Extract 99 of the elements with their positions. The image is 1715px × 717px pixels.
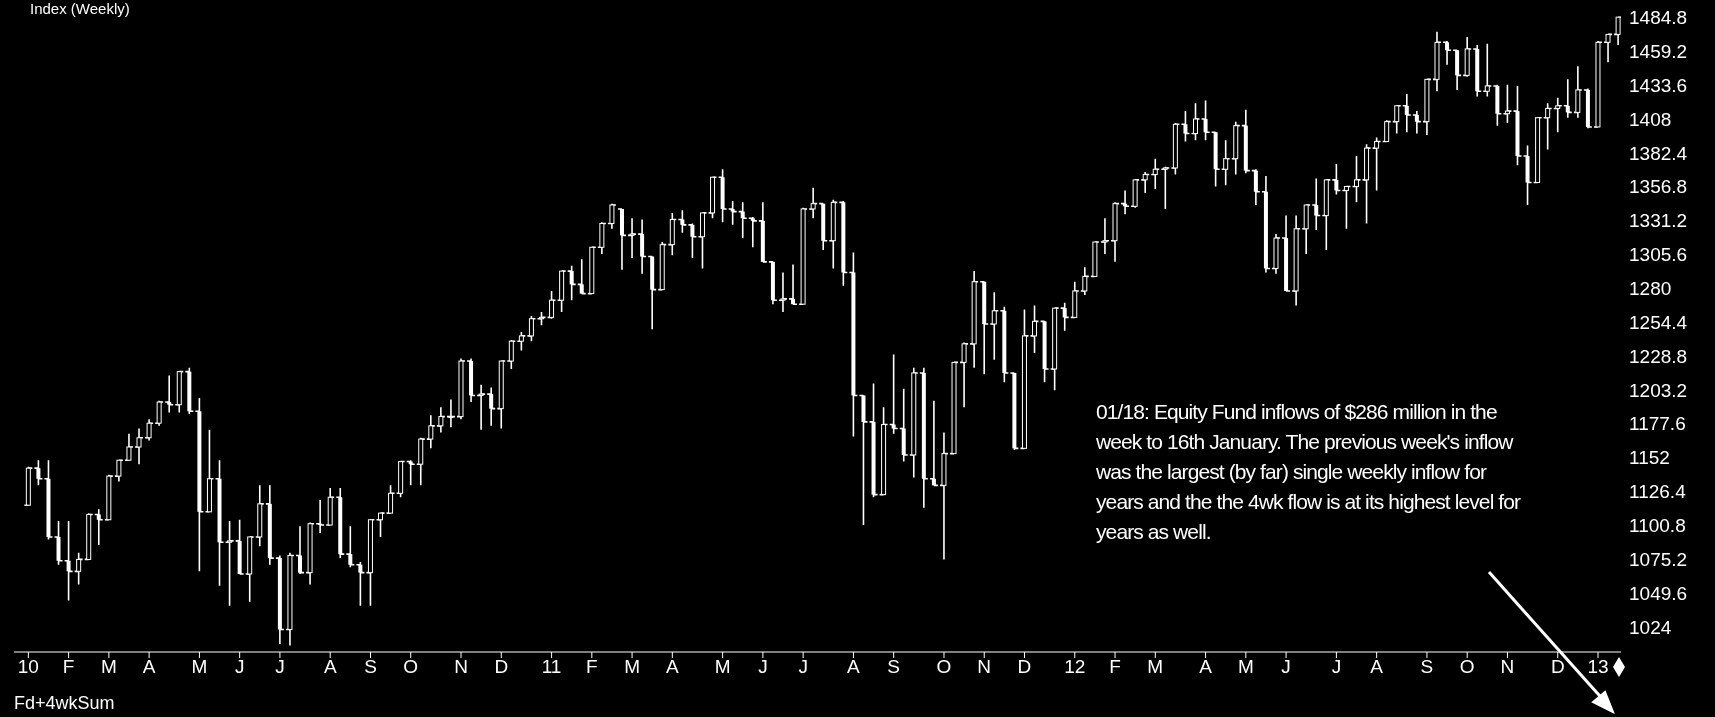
candlestick <box>1384 119 1390 143</box>
candlestick <box>116 459 122 483</box>
x-tick-label: 10 <box>17 656 39 678</box>
x-tick-label: O <box>936 656 952 678</box>
candlestick <box>961 341 967 409</box>
x-tick-label: 12 <box>1064 656 1086 678</box>
x-tick-label: F <box>1109 656 1121 678</box>
y-tick-label: 1177.6 <box>1629 413 1686 435</box>
candlestick <box>1434 30 1440 93</box>
x-tick-label: A <box>142 656 156 678</box>
x-tick-label: J <box>1331 656 1342 678</box>
y-tick-label: 1305.6 <box>1629 244 1688 266</box>
y-tick-label: 1152 <box>1629 447 1670 469</box>
x-tick-label: 13 <box>1587 656 1609 678</box>
x-tick-label: A <box>847 656 861 678</box>
candlestick <box>1575 65 1581 119</box>
x-tick-label: M <box>1237 656 1254 678</box>
x-tick-label: S <box>887 656 901 678</box>
candlestick <box>1615 16 1621 46</box>
candlestick <box>599 221 605 255</box>
y-tick-label: 1484.8 <box>1629 7 1688 29</box>
candlestick <box>1595 40 1601 128</box>
candlestick <box>86 512 92 561</box>
x-tick-label: A <box>1370 656 1384 678</box>
candlestick <box>327 487 333 526</box>
x-tick-label: A <box>323 656 337 678</box>
candlestick <box>609 202 615 230</box>
annotation: 01/18: Equity Fund inflows of $286 million in the week to 16th January. The previous week's inflow was the largest (by far) single weekly inflow for years and the the 4wk flow is at its highest level for years as well. <box>1096 399 1522 545</box>
candlestick <box>25 466 31 506</box>
x-tick-label: N <box>977 656 992 678</box>
candlestick <box>1605 33 1611 63</box>
candlestick <box>659 241 665 291</box>
y-tick-label: 1075.2 <box>1629 548 1688 570</box>
candlestick <box>458 357 464 421</box>
candlestick <box>951 361 957 455</box>
x-tick-label: D <box>1017 656 1032 678</box>
y-tick-label: 1382.4 <box>1629 142 1688 164</box>
x-tick-label: J <box>275 656 285 678</box>
candlestick <box>106 473 112 521</box>
chart-title: Index (Weekly) <box>30 0 130 17</box>
x-tick-label: 11 <box>541 656 562 678</box>
x-tick-label: M <box>191 656 208 678</box>
x-tick-label: F <box>62 656 75 678</box>
candlestick <box>810 187 816 220</box>
y-tick-label: 1100.8 <box>1629 515 1686 537</box>
x-tick-label: S <box>364 656 377 678</box>
x-tick-label: M <box>714 656 731 678</box>
x-tick-label: O <box>403 656 419 678</box>
candlestick <box>126 432 132 462</box>
x-tick-label: J <box>1281 656 1291 678</box>
x-tick-label: N <box>454 656 468 678</box>
candlestick <box>800 206 806 305</box>
candlestick <box>971 270 977 369</box>
x-tick-label: D <box>494 656 509 678</box>
x-tick-label: M <box>624 656 640 678</box>
candlestick <box>941 431 947 561</box>
y-tick-label: 1024 <box>1629 616 1672 638</box>
candlestick <box>428 414 434 450</box>
y-tick-label: 1331.2 <box>1629 210 1688 232</box>
y-tick-label: 1459.2 <box>1629 41 1688 63</box>
y-tick-label: 1126.4 <box>1629 481 1687 503</box>
y-tick-label: 1203.2 <box>1629 379 1688 401</box>
candlestick <box>1142 171 1148 194</box>
x-tick-label: J <box>758 656 768 678</box>
y-tick-label: 1408 <box>1629 108 1672 130</box>
candlestick <box>136 427 142 465</box>
candlestick <box>1132 179 1138 209</box>
x-tick-label: M <box>100 656 117 678</box>
x-tick-label: A <box>1199 656 1213 678</box>
x-tick-label: D <box>1550 656 1565 678</box>
y-tick-label: 1356.8 <box>1629 176 1688 198</box>
candlestick <box>1424 78 1430 136</box>
x-tick-label: N <box>1500 656 1515 678</box>
candlestick <box>307 521 313 586</box>
candlestick <box>287 552 293 647</box>
y-tick-label: 1049.6 <box>1629 582 1688 604</box>
candlestick <box>1273 233 1279 275</box>
candlestick <box>1303 204 1309 255</box>
y-tick-label: 1433.6 <box>1629 74 1688 96</box>
x-tick-label: J <box>234 656 245 678</box>
y-tick-label: 1280 <box>1629 278 1672 300</box>
candlestick <box>146 418 152 442</box>
x-tick-label: A <box>665 656 679 678</box>
y-tick-label: 1254.4 <box>1629 311 1688 333</box>
y-tick-label: 1228.8 <box>1629 345 1688 367</box>
x-tick-label: O <box>1459 656 1475 678</box>
candlestick <box>1082 266 1088 296</box>
x-tick-label: S <box>1420 656 1434 678</box>
x-tick-label: J <box>798 656 808 678</box>
candlestick <box>589 246 595 295</box>
candlestick <box>1293 214 1299 307</box>
x-tick-label: F <box>586 656 598 678</box>
candlestick <box>438 406 444 434</box>
candlestick <box>1092 241 1098 278</box>
candlestick <box>1464 36 1470 78</box>
x-tick-label: M <box>1147 656 1164 678</box>
candlestick <box>156 399 162 427</box>
text: Fd+4wkSum <box>14 693 115 714</box>
candlestick <box>1112 201 1118 263</box>
